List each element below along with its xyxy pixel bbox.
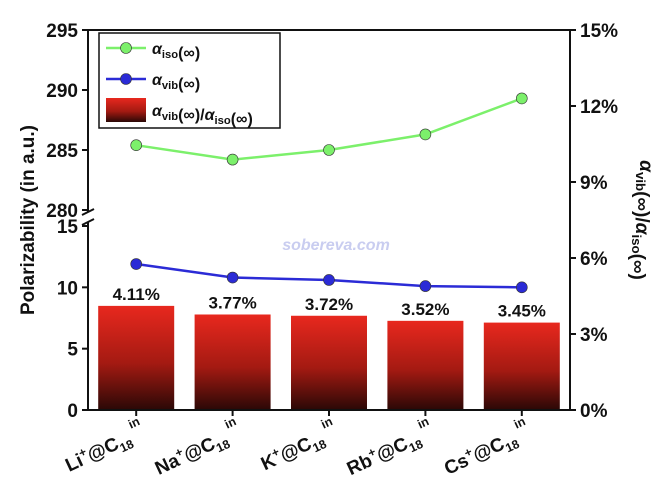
bar: [194, 314, 271, 410]
y-tick-label: 295: [46, 21, 78, 42]
marker: [130, 139, 142, 151]
watermark: sobereva.com: [282, 237, 390, 254]
marker: [419, 280, 432, 292]
legend-swatch: [120, 42, 132, 54]
y2-tick-label: 12%: [580, 97, 618, 118]
y-axis-label: Polarizability (in a.u.): [18, 125, 39, 315]
value-label: 3.72%: [305, 295, 353, 314]
y-tick-label: 15: [57, 217, 79, 238]
value-label: 3.77%: [208, 293, 256, 312]
y-tick-label: 5: [67, 340, 78, 361]
marker: [323, 144, 335, 156]
x-tick-label: Cs+@C18in: [438, 414, 535, 482]
legend-swatch: [120, 73, 132, 85]
marker: [323, 274, 335, 286]
bar: [483, 322, 560, 410]
axis-break: [81, 218, 95, 226]
x-tick-label: Rb+@C18in: [341, 414, 439, 483]
bar: [387, 320, 464, 410]
y2-tick-label: 9%: [580, 173, 608, 194]
y-tick-label: 290: [46, 81, 78, 102]
x-tick-label: Na+@C18in: [149, 414, 246, 482]
legend-label: αvib(∞): [152, 72, 200, 93]
axis-break: [81, 208, 95, 216]
legend-label: αiso(∞): [152, 41, 200, 62]
marker: [226, 153, 239, 166]
value-label: 4.11%: [113, 285, 160, 304]
legend-swatch: [106, 98, 146, 122]
y2-tick-label: 6%: [580, 249, 608, 270]
y2-tick-label: 15%: [580, 21, 618, 42]
y-tick-label: 10: [57, 278, 78, 299]
bar: [291, 315, 367, 410]
legend: αiso(∞) αvib(∞) αvib(∞)/αiso(∞): [98, 32, 281, 129]
marker: [419, 128, 432, 141]
y-tick-label: 280: [46, 201, 78, 222]
x-tick-label: K+@C18in: [255, 414, 343, 478]
marker: [130, 258, 142, 270]
y2-axis-label: αvib(∞)/αiso(∞): [627, 160, 656, 280]
y2-tick-label: 0%: [580, 401, 608, 422]
bar: [98, 305, 175, 410]
y2-tick-label: 3%: [580, 325, 608, 346]
marker: [515, 92, 528, 105]
legend-label: αvib(∞)/αiso(∞): [152, 103, 253, 128]
marker: [515, 281, 528, 294]
value-label: 3.45%: [498, 302, 546, 321]
x-tick-label: Li+@C18in: [59, 414, 150, 479]
value-label: 3.52%: [401, 300, 449, 319]
y-tick-label: 285: [46, 141, 78, 162]
marker: [226, 271, 239, 284]
y-tick-label: 0: [67, 401, 78, 422]
